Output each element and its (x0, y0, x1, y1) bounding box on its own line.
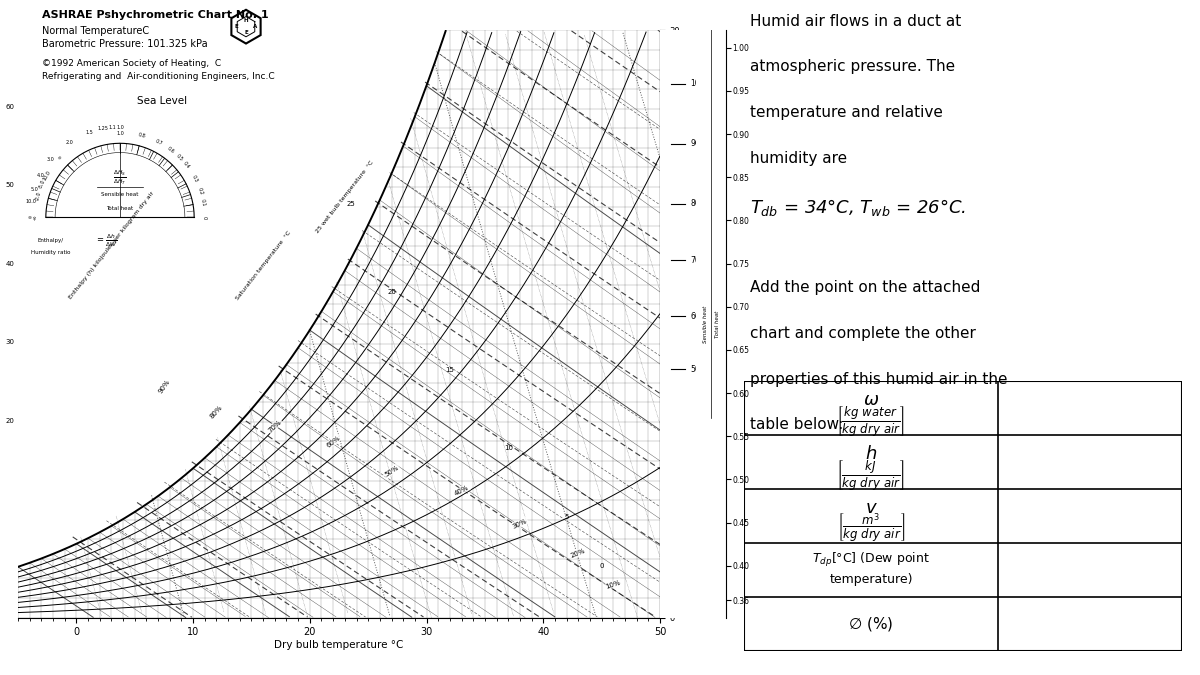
Text: 0.4: 0.4 (182, 161, 191, 170)
Text: 0: 0 (599, 563, 604, 568)
Text: 0.1: 0.1 (200, 198, 206, 207)
Text: Enthalpy/: Enthalpy/ (37, 238, 64, 243)
Text: 50: 50 (691, 365, 701, 374)
Text: 60: 60 (6, 104, 14, 110)
Text: $\varnothing$ (%): $\varnothing$ (%) (848, 616, 894, 633)
Text: Total heat: Total heat (107, 206, 133, 211)
Text: 50: 50 (6, 182, 14, 188)
Text: ∞: ∞ (28, 215, 31, 220)
Text: $\left[\dfrac{kg\ water}{kg\ dry\ air}\right]$: $\left[\dfrac{kg\ water}{kg\ dry\ air}\r… (836, 404, 906, 437)
Text: $\frac{\Delta H_S}{\Delta H_T}$: $\frac{\Delta H_S}{\Delta H_T}$ (113, 169, 127, 187)
Text: ©1992 American Society of Heating,  C: ©1992 American Society of Heating, C (42, 59, 221, 68)
Text: 50%: 50% (383, 464, 400, 477)
Text: $\left[\dfrac{kJ}{kg\ dry\ air}\right]$: $\left[\dfrac{kJ}{kg\ dry\ air}\right]$ (836, 458, 906, 491)
Text: 1.5: 1.5 (85, 130, 92, 135)
Text: atmospheric pressure. The: atmospheric pressure. The (750, 59, 955, 74)
Text: 10.0: 10.0 (42, 169, 52, 181)
Text: 1.0: 1.0 (116, 125, 124, 130)
Text: Sensible heat: Sensible heat (702, 305, 708, 343)
Text: 30%: 30% (511, 518, 528, 530)
Text: 30: 30 (6, 340, 14, 346)
Text: 80: 80 (691, 199, 701, 208)
Text: Total heat: Total heat (714, 310, 720, 338)
Text: 2.0: 2.0 (66, 140, 73, 145)
Text: 0.7: 0.7 (154, 138, 163, 146)
Polygon shape (232, 9, 260, 43)
Text: 10: 10 (504, 446, 512, 452)
Text: Humidity ratio (w) grams moisture per kilogram dry air: Humidity ratio (w) grams moisture per ki… (713, 218, 722, 430)
Text: 1.25: 1.25 (97, 126, 108, 131)
Text: $T_{dp}$[°C] (Dew point: $T_{dp}$[°C] (Dew point (812, 551, 930, 568)
Text: 10%: 10% (605, 579, 622, 590)
Text: Sea Level: Sea Level (137, 96, 187, 106)
Text: Refrigerating and  Air-conditioning Engineers, Inc.C: Refrigerating and Air-conditioning Engin… (42, 72, 275, 81)
Text: Enthalpy (h) kilojoules per kilogram dry air: Enthalpy (h) kilojoules per kilogram dry… (68, 191, 155, 300)
Text: 10.0: 10.0 (25, 199, 36, 205)
Text: 40: 40 (6, 261, 14, 267)
Text: 70%: 70% (266, 418, 283, 433)
Text: table below:: table below: (750, 417, 844, 433)
Text: Humidity ratio: Humidity ratio (31, 250, 71, 254)
Text: Normal TemperatureC: Normal TemperatureC (42, 26, 149, 36)
Text: 25 wet bulb temperature  °C: 25 wet bulb temperature °C (316, 159, 374, 234)
Text: 0.6: 0.6 (166, 146, 175, 155)
Text: temperature): temperature) (829, 573, 913, 587)
Text: Sensible heat: Sensible heat (101, 192, 139, 197)
Text: 70: 70 (691, 256, 701, 265)
Text: $= \frac{\Delta h}{\Delta W}$: $= \frac{\Delta h}{\Delta W}$ (95, 232, 118, 249)
Text: 60%: 60% (325, 434, 341, 449)
Text: E: E (244, 30, 248, 35)
Text: 20: 20 (6, 418, 14, 424)
X-axis label: Dry bulb temperature °C: Dry bulb temperature °C (275, 640, 403, 650)
Text: chart and complete the other: chart and complete the other (750, 325, 976, 341)
Text: ASHRAE Pshychrometric Chart No. 1: ASHRAE Pshychrometric Chart No. 1 (42, 10, 269, 20)
Text: 90%: 90% (157, 379, 170, 395)
Text: 0: 0 (202, 216, 206, 219)
Text: humidity are: humidity are (750, 151, 847, 166)
Text: Add the point on the attached: Add the point on the attached (750, 279, 980, 295)
Text: 3.0: 3.0 (47, 157, 55, 162)
Text: properties of this humid air in the: properties of this humid air in the (750, 371, 1008, 387)
Text: A: A (253, 24, 258, 29)
Text: $\omega$: $\omega$ (863, 392, 880, 409)
Text: ∞: ∞ (58, 155, 64, 161)
Text: $\left[\dfrac{m^3}{kg\ dry\ air}\right]$: $\left[\dfrac{m^3}{kg\ dry\ air}\right]$ (836, 512, 905, 545)
Text: 0.8: 0.8 (138, 132, 146, 139)
Text: 5.0: 5.0 (30, 187, 38, 192)
Text: Saturation temperature  °C: Saturation temperature °C (235, 230, 292, 301)
Text: 80%: 80% (209, 404, 224, 420)
Text: 60: 60 (691, 312, 701, 321)
Text: H: H (244, 18, 248, 23)
Text: 5: 5 (564, 514, 569, 520)
Text: Barometric Pressure: 101.325 kPa: Barometric Pressure: 101.325 kPa (42, 39, 208, 49)
Text: $h$: $h$ (865, 446, 877, 463)
Text: Humid air flows in a duct at: Humid air flows in a duct at (750, 14, 961, 28)
Text: 90: 90 (691, 139, 701, 148)
Text: 1.1: 1.1 (108, 125, 116, 130)
Text: 25: 25 (347, 200, 355, 207)
Text: -∞: -∞ (34, 215, 38, 220)
Text: 40%: 40% (454, 484, 470, 497)
Text: E: E (235, 24, 239, 29)
Text: 1.0: 1.0 (116, 130, 124, 136)
Text: temperature and relative: temperature and relative (750, 105, 943, 120)
Text: 0.3: 0.3 (191, 175, 199, 184)
Text: -5.0: -5.0 (38, 179, 47, 190)
Text: 100: 100 (691, 79, 706, 88)
Text: 4.0: 4.0 (36, 173, 44, 178)
Text: 20%: 20% (570, 547, 587, 559)
Text: $v$: $v$ (864, 500, 877, 517)
Text: 0.2: 0.2 (197, 187, 204, 196)
Text: 0.5: 0.5 (175, 153, 184, 162)
Text: 15: 15 (445, 367, 455, 373)
Text: $T_{db}$ = 34°C, $T_{wb}$ = 26°C.: $T_{db}$ = 34°C, $T_{wb}$ = 26°C. (750, 197, 966, 218)
Text: -2.0: -2.0 (35, 190, 42, 201)
Text: 20: 20 (388, 289, 396, 294)
